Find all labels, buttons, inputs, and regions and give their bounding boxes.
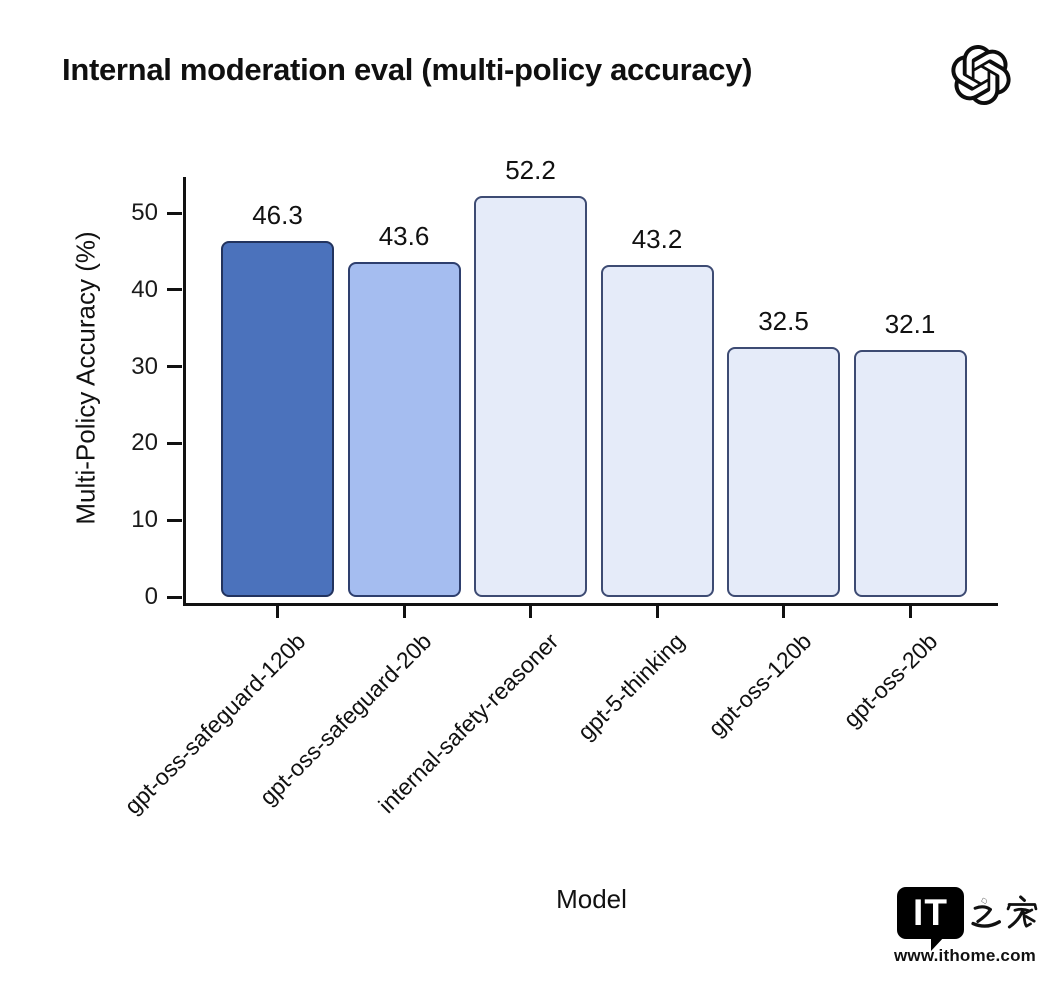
x-tick-mark bbox=[276, 606, 279, 618]
ithome-url: www.ithome.com bbox=[894, 946, 1036, 965]
y-tick-mark bbox=[167, 211, 182, 215]
bar-gpt-oss-120b bbox=[727, 347, 840, 597]
bar-gpt-oss-safeguard-120b bbox=[221, 241, 334, 597]
x-tick-mark bbox=[782, 606, 785, 618]
x-tick-mark bbox=[402, 606, 406, 618]
y-tick-label: 20 bbox=[131, 429, 158, 457]
y-tick-label: 40 bbox=[131, 275, 158, 303]
bar-value-label: 32.1 bbox=[884, 309, 936, 340]
bar-value-label: 32.5 bbox=[758, 306, 809, 337]
chart-title: Internal moderation eval (multi-policy a… bbox=[62, 52, 753, 87]
bar-value-label: 52.2 bbox=[505, 155, 556, 186]
y-tick-mark bbox=[167, 518, 182, 522]
x-axis-spine bbox=[183, 603, 998, 606]
cjk-jia-icon bbox=[1006, 895, 1038, 929]
cjk-zhi-icon bbox=[971, 897, 1001, 928]
bar-value-label: 43.2 bbox=[631, 224, 683, 255]
bar-gpt-5-thinking bbox=[600, 265, 714, 597]
bar-gpt-oss-20b bbox=[853, 350, 967, 597]
bar-value-label: 46.3 bbox=[252, 200, 303, 231]
x-tick-label: gpt-oss-120b bbox=[702, 628, 816, 742]
x-tick-label: gpt-5-thinking bbox=[572, 628, 690, 745]
x-tick-mark bbox=[908, 606, 912, 618]
y-tick-mark bbox=[167, 441, 182, 445]
ithome-bubble-icon: IT bbox=[897, 887, 964, 939]
y-tick-label: 30 bbox=[131, 352, 158, 380]
x-tick-mark bbox=[655, 606, 659, 618]
bar-gpt-oss-safeguard-20b bbox=[347, 262, 461, 597]
y-axis-spine bbox=[183, 177, 186, 606]
ithome-bubble-text: IT bbox=[913, 892, 948, 933]
y-tick-mark bbox=[167, 365, 182, 369]
x-axis-label: Model bbox=[556, 884, 627, 914]
y-tick-label: 50 bbox=[131, 199, 158, 226]
openai-logo-icon bbox=[951, 44, 1011, 106]
y-tick-label: 0 bbox=[144, 583, 158, 610]
y-tick-mark bbox=[167, 288, 182, 292]
y-axis-label: Multi-Policy Accuracy (%) bbox=[70, 231, 101, 525]
bar-value-label: 43.6 bbox=[378, 221, 430, 252]
y-tick-label: 10 bbox=[131, 506, 158, 534]
ithome-bubble-tail-icon bbox=[931, 936, 945, 951]
x-tick-mark bbox=[529, 606, 532, 618]
bar-internal-safety-reasoner bbox=[474, 196, 587, 597]
y-tick-mark bbox=[167, 595, 182, 599]
ithome-cjk-icon bbox=[968, 884, 1039, 942]
x-tick-label: gpt-oss-20b bbox=[838, 628, 943, 733]
